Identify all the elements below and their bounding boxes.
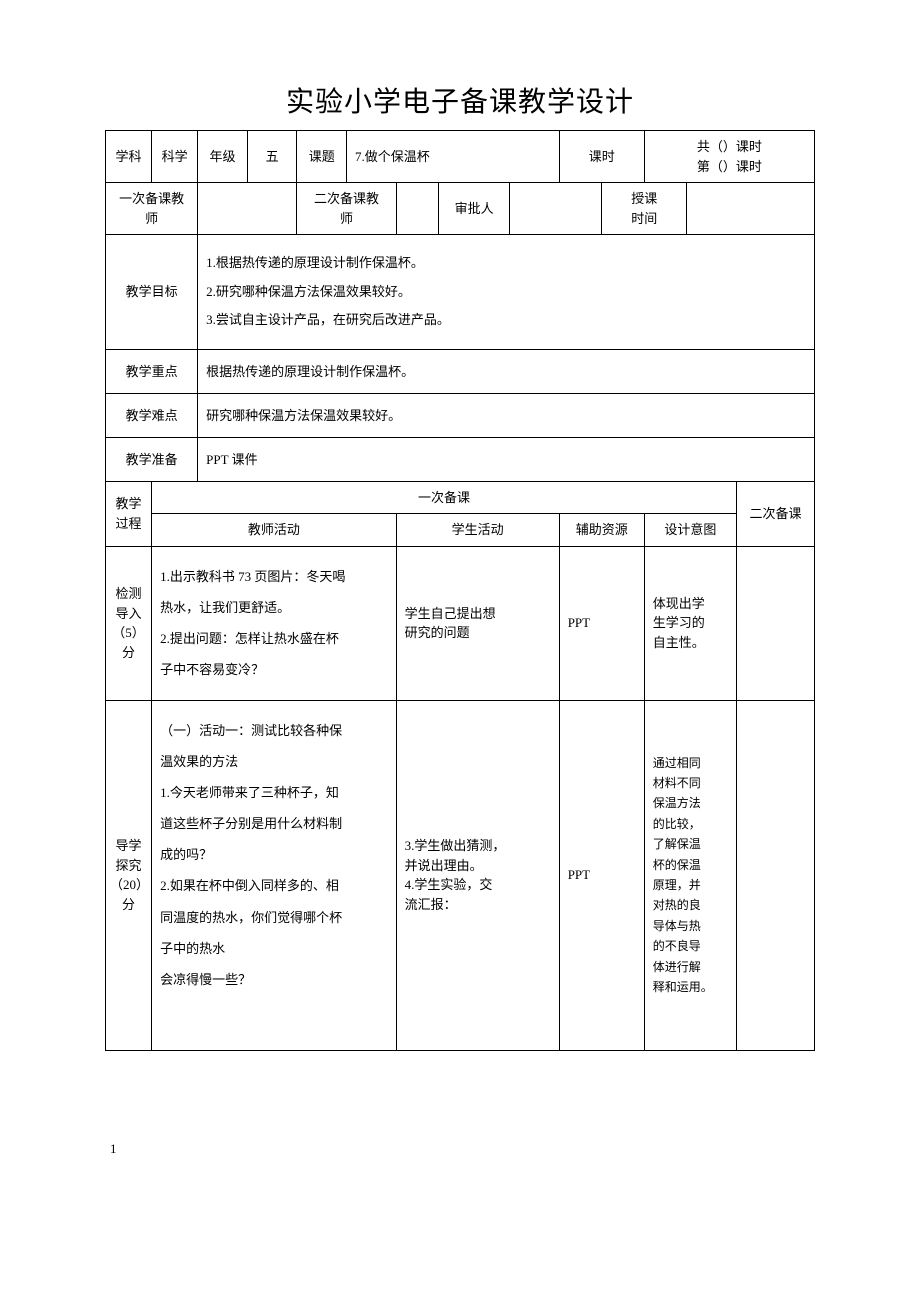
period-label: 课时 (559, 131, 644, 183)
section2-student: 3.学生做出猜测， 并说出理由。 4.学生实验，交 流汇报： (396, 700, 559, 1050)
primary-header: 一次备课 (152, 481, 737, 514)
subject-value: 科学 (152, 131, 198, 183)
subject-label: 学科 (106, 131, 152, 183)
period-value: 共（）课时 第（）课时 (644, 131, 814, 183)
teacher2-value (396, 183, 439, 235)
col-teacher: 教师活动 (152, 514, 397, 547)
section1-secondary (736, 546, 814, 700)
page-title: 实验小学电子备课教学设计 (105, 80, 815, 120)
col-student: 学生活动 (396, 514, 559, 547)
prep-label: 教学准备 (106, 437, 198, 481)
teacher2-label: 二次备课教 师 (297, 183, 396, 235)
section2-resource: PPT (559, 700, 644, 1050)
section2-secondary (736, 700, 814, 1050)
process-label: 教学 过程 (106, 481, 152, 546)
difficulty-label: 教学难点 (106, 393, 198, 437)
teacher1-value (198, 183, 297, 235)
teacher1-label: 一次备课教 师 (106, 183, 198, 235)
objectives-content: 1.根据热传递的原理设计制作保温杯。 2.研究哪种保温方法保温效果较好。 3.尝… (198, 235, 815, 350)
section1-label: 检测 导入 （5） 分 (106, 546, 152, 700)
page-number: 1 (110, 1141, 815, 1157)
section2-design: 通过相同 材料不同 保温方法 的比较， 了解保温 杯的保温 原理，并 对热的良 … (644, 700, 736, 1050)
col-design: 设计意图 (644, 514, 736, 547)
teach-time-label: 授课 时间 (602, 183, 687, 235)
section1-student: 学生自己提出想 研究的问题 (396, 546, 559, 700)
key-content: 根据热传递的原理设计制作保温杯。 (198, 349, 815, 393)
teach-time-value (687, 183, 815, 235)
topic-value: 7.做个保温杯 (347, 131, 560, 183)
grade-label: 年级 (198, 131, 248, 183)
lesson-plan-table: 学科 科学 年级 五 课题 7.做个保温杯 课时 共（）课时 第（）课时 一次备… (105, 130, 815, 1051)
objectives-label: 教学目标 (106, 235, 198, 350)
key-label: 教学重点 (106, 349, 198, 393)
section2-teacher: （一）活动一：测试比较各种保 温效果的方法 1.今天老师带来了三种杯子，知 道这… (152, 700, 397, 1050)
secondary-header: 二次备课 (736, 481, 814, 546)
section1-resource: PPT (559, 546, 644, 700)
section1-design: 体现出学 生学习的 自主性。 (644, 546, 736, 700)
approver-label: 审批人 (439, 183, 510, 235)
topic-label: 课题 (297, 131, 347, 183)
section1-teacher: 1.出示教科书 73 页图片：冬天喝 热水，让我们更舒适。 2.提出问题：怎样让… (152, 546, 397, 700)
grade-value: 五 (247, 131, 297, 183)
prep-content: PPT 课件 (198, 437, 815, 481)
section2-label: 导学 探究 （20） 分 (106, 700, 152, 1050)
col-resource: 辅助资源 (559, 514, 644, 547)
approver-value (510, 183, 602, 235)
difficulty-content: 研究哪种保温方法保温效果较好。 (198, 393, 815, 437)
